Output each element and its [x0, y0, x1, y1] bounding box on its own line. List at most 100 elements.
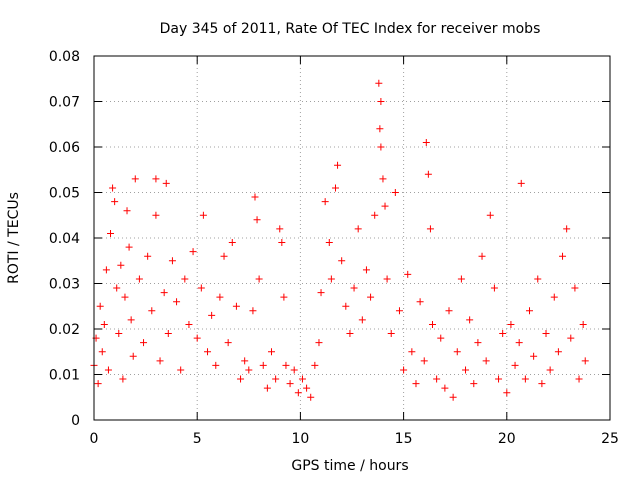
data-point	[567, 334, 575, 342]
data-point	[282, 361, 290, 369]
data-point	[119, 375, 127, 383]
data-point	[379, 175, 387, 183]
data-point	[286, 380, 294, 388]
data-point	[428, 320, 436, 328]
y-tick-label: 0.07	[49, 95, 80, 111]
data-point	[530, 352, 538, 360]
data-point	[204, 348, 212, 356]
data-point	[575, 375, 583, 383]
data-point	[317, 289, 325, 297]
y-tick-label: 0.08	[49, 49, 80, 65]
data-point	[377, 98, 385, 105]
data-point	[109, 184, 117, 192]
data-point	[197, 284, 205, 292]
data-point	[422, 138, 430, 146]
data-point	[375, 79, 383, 87]
data-point	[526, 307, 534, 315]
data-point	[177, 366, 185, 374]
data-point	[559, 252, 567, 260]
data-point	[135, 275, 143, 283]
data-point	[457, 275, 465, 283]
data-point	[437, 334, 445, 342]
data-point	[144, 252, 152, 260]
data-point	[311, 361, 319, 369]
y-tick-label: 0.05	[49, 186, 80, 202]
data-point	[249, 307, 257, 315]
y-tick-label: 0.06	[49, 140, 80, 156]
data-point	[395, 307, 403, 315]
data-point	[441, 384, 449, 392]
data-point	[470, 380, 478, 388]
data-point	[237, 375, 245, 383]
x-tick-label: 10	[291, 431, 309, 447]
data-point	[168, 257, 176, 265]
data-point	[152, 211, 160, 219]
data-point	[486, 211, 494, 219]
data-point	[298, 375, 306, 383]
x-tick-label: 0	[90, 431, 99, 447]
data-markers	[90, 79, 589, 401]
x-tick-label: 20	[498, 431, 516, 447]
data-point	[367, 293, 375, 301]
data-point	[199, 211, 207, 219]
x-axis-label: GPS time / hours	[291, 458, 408, 474]
data-point	[334, 161, 342, 169]
data-point	[327, 275, 335, 283]
plot-frame	[93, 55, 611, 421]
data-point	[538, 380, 546, 388]
data-point	[571, 284, 579, 292]
y-tick-label: 0.04	[49, 231, 80, 247]
data-point	[307, 393, 315, 401]
data-point	[111, 198, 119, 206]
data-point	[127, 316, 135, 324]
data-point	[276, 225, 284, 233]
data-point	[115, 330, 123, 338]
data-point	[100, 320, 108, 328]
data-point	[412, 380, 420, 388]
data-point	[581, 357, 589, 365]
data-point	[278, 239, 286, 247]
data-point	[102, 266, 110, 274]
x-tick-label: 25	[601, 431, 619, 447]
data-point	[416, 298, 424, 306]
data-point	[515, 339, 523, 347]
data-point	[280, 293, 288, 301]
data-point	[185, 320, 193, 328]
data-point	[255, 275, 263, 283]
data-point	[381, 202, 389, 210]
data-point	[125, 243, 133, 251]
data-point	[117, 261, 125, 269]
y-tick-label: 0.02	[49, 322, 80, 338]
data-point	[495, 375, 503, 383]
chart-title: Day 345 of 2011, Rate Of TEC Index for r…	[160, 21, 541, 37]
data-point	[121, 293, 129, 301]
x-tick-label: 15	[395, 431, 413, 447]
data-point	[272, 375, 280, 383]
data-point	[362, 266, 370, 274]
data-point	[426, 225, 434, 233]
data-point	[400, 366, 408, 374]
data-point	[503, 389, 511, 397]
y-tick-label: 0	[71, 413, 80, 429]
data-point	[164, 330, 172, 338]
data-point	[546, 366, 554, 374]
data-point	[371, 211, 379, 219]
data-point	[263, 384, 271, 392]
data-point	[325, 239, 333, 247]
data-point	[404, 270, 412, 278]
data-point	[113, 284, 121, 292]
data-point	[228, 239, 236, 247]
data-point	[507, 320, 515, 328]
data-point	[232, 302, 240, 310]
data-point	[253, 216, 261, 224]
data-point	[408, 348, 416, 356]
data-point	[315, 339, 323, 347]
data-point	[321, 198, 329, 206]
data-point	[181, 275, 189, 283]
data-point	[490, 284, 498, 292]
data-point	[268, 348, 276, 356]
data-point	[107, 229, 115, 237]
data-point	[521, 375, 529, 383]
